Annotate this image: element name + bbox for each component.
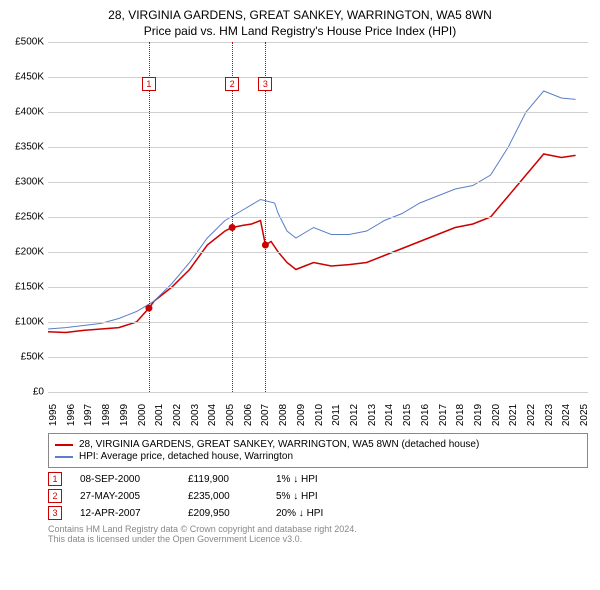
x-axis-labels: 1995 1996 1997 1998 1999 2000 2001 2002 2003 2004… [48,393,588,427]
y-tick-label: £350K [0,142,44,153]
x-tick-label: 1999 [119,404,130,426]
marker-box-2: 2 [225,77,239,91]
x-tick-label: 2002 [172,404,183,426]
y-tick-label: £0 [0,387,44,398]
y-tick-label: £400K [0,107,44,118]
x-tick-label: 2009 [296,404,307,426]
title-line-2: Price paid vs. HM Land Registry's House … [0,24,600,38]
x-tick-label: 2024 [561,404,572,426]
legend-label: HPI: Average price, detached house, Warr… [79,451,293,462]
x-tick-label: 2011 [331,404,342,426]
legend-item-property: 28, VIRGINIA GARDENS, GREAT SANKEY, WARR… [55,439,581,450]
x-tick-label: 2016 [420,404,431,426]
legend-swatch [55,456,73,458]
x-tick-label: 2010 [314,404,325,426]
series-line-property [48,154,576,333]
title-line-1: 28, VIRGINIA GARDENS, GREAT SANKEY, WARR… [0,8,600,22]
x-tick-label: 2020 [491,404,502,426]
x-tick-label: 2005 [225,404,236,426]
table-row: 2 27-MAY-2005 £235,000 5% ↓ HPI [48,489,588,503]
x-tick-label: 2019 [473,404,484,426]
sale-date: 12-APR-2007 [80,508,170,519]
x-tick-label: 2022 [526,404,537,426]
y-tick-label: £100K [0,317,44,328]
footnote: Contains HM Land Registry data © Crown c… [48,524,588,544]
marker-vline [149,42,150,392]
sale-diff: 1% ↓ HPI [276,474,366,485]
x-tick-label: 1996 [66,404,77,426]
plot-area: £0£50K£100K£150K£200K£250K£300K£350K£400… [48,42,588,393]
marker-vline [232,42,233,392]
footnote-line-2: This data is licensed under the Open Gov… [48,534,588,544]
legend-swatch [55,444,73,446]
x-tick-label: 2001 [154,404,165,426]
y-tick-label: £50K [0,352,44,363]
x-tick-label: 2013 [367,404,378,426]
marker-box-1: 1 [142,77,156,91]
sale-date: 08-SEP-2000 [80,474,170,485]
x-tick-label: 2006 [243,404,254,426]
sale-price: £209,950 [188,508,258,519]
sale-marker-1: 1 [48,472,62,486]
x-tick-label: 2004 [207,404,218,426]
sale-price: £235,000 [188,491,258,502]
x-tick-label: 2008 [278,404,289,426]
legend: 28, VIRGINIA GARDENS, GREAT SANKEY, WARR… [48,433,588,468]
legend-label: 28, VIRGINIA GARDENS, GREAT SANKEY, WARR… [79,439,479,450]
x-tick-label: 2000 [137,404,148,426]
y-tick-label: £150K [0,282,44,293]
sale-diff: 20% ↓ HPI [276,508,366,519]
table-row: 1 08-SEP-2000 £119,900 1% ↓ HPI [48,472,588,486]
y-tick-label: £250K [0,212,44,223]
x-tick-label: 2017 [438,404,449,426]
sales-table: 1 08-SEP-2000 £119,900 1% ↓ HPI 2 27-MAY… [48,472,588,520]
x-tick-label: 2003 [190,404,201,426]
x-tick-label: 2012 [349,404,360,426]
x-tick-label: 2007 [260,404,271,426]
y-tick-label: £500K [0,37,44,48]
sale-price: £119,900 [188,474,258,485]
x-tick-label: 2023 [544,404,555,426]
x-tick-label: 2015 [402,404,413,426]
x-tick-label: 2021 [508,404,519,426]
x-tick-label: 1997 [83,404,94,426]
sale-date: 27-MAY-2005 [80,491,170,502]
y-tick-label: £300K [0,177,44,188]
marker-vline [265,42,266,392]
table-row: 3 12-APR-2007 £209,950 20% ↓ HPI [48,506,588,520]
marker-box-3: 3 [258,77,272,91]
sale-marker-3: 3 [48,506,62,520]
x-tick-label: 1998 [101,404,112,426]
chart-title: 28, VIRGINIA GARDENS, GREAT SANKEY, WARR… [0,0,600,42]
chart-container: 28, VIRGINIA GARDENS, GREAT SANKEY, WARR… [0,0,600,544]
legend-item-hpi: HPI: Average price, detached house, Warr… [55,451,581,462]
x-tick-label: 2025 [579,404,590,426]
x-tick-label: 2018 [455,404,466,426]
x-tick-label: 2014 [384,404,395,426]
y-tick-label: £200K [0,247,44,258]
footnote-line-1: Contains HM Land Registry data © Crown c… [48,524,588,534]
y-tick-label: £450K [0,72,44,83]
sale-marker-2: 2 [48,489,62,503]
x-tick-label: 1995 [48,404,59,426]
sale-diff: 5% ↓ HPI [276,491,366,502]
